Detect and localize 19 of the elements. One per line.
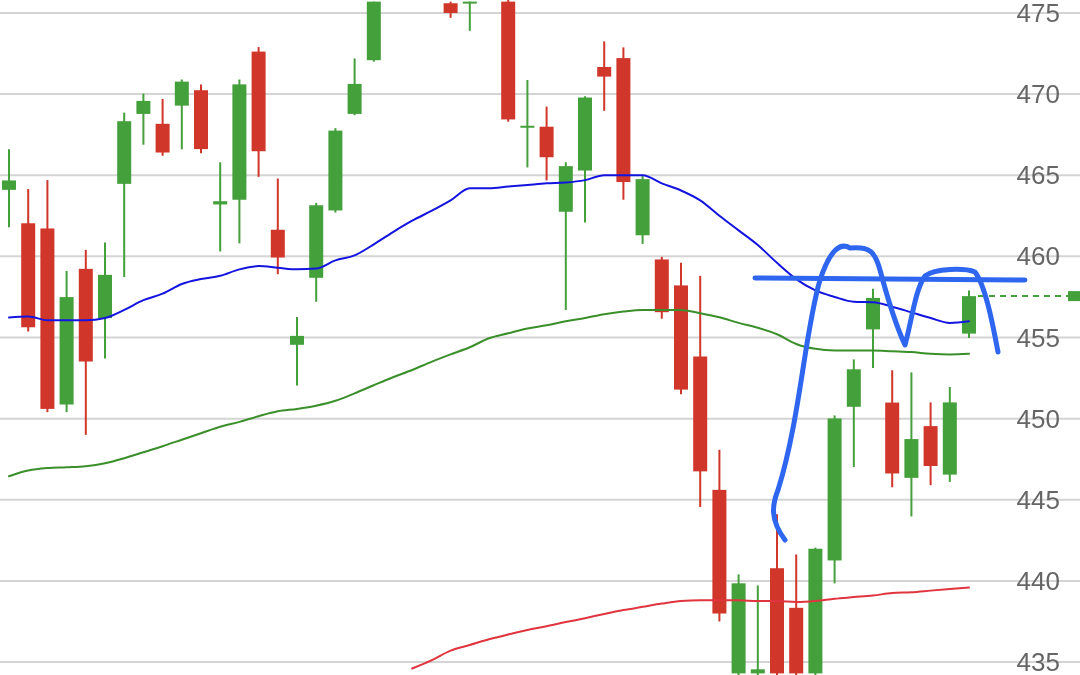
- candlestick: [2, 148, 16, 229]
- y-tick-label: 465: [1016, 160, 1060, 191]
- line-series: [8, 308, 970, 478]
- y-tick-label: 460: [1016, 241, 1060, 272]
- line-series: [411, 586, 970, 670]
- candlestick: [136, 92, 151, 146]
- candlestick: [750, 584, 765, 675]
- candlestick: [597, 40, 612, 112]
- y-tick-label: 450: [1016, 403, 1060, 434]
- candlestick: [213, 161, 228, 253]
- candlestick: [520, 78, 535, 169]
- candlestick: [462, 0, 477, 32]
- y-tick-label: 455: [1016, 322, 1060, 353]
- y-tick-label: 445: [1016, 484, 1060, 515]
- y-tick-label: 435: [1016, 647, 1060, 675]
- candlestick: [290, 315, 304, 387]
- y-tick-label: 440: [1016, 565, 1060, 596]
- y-tick-label: 470: [1016, 79, 1060, 110]
- y-tick-label: 475: [1016, 0, 1060, 28]
